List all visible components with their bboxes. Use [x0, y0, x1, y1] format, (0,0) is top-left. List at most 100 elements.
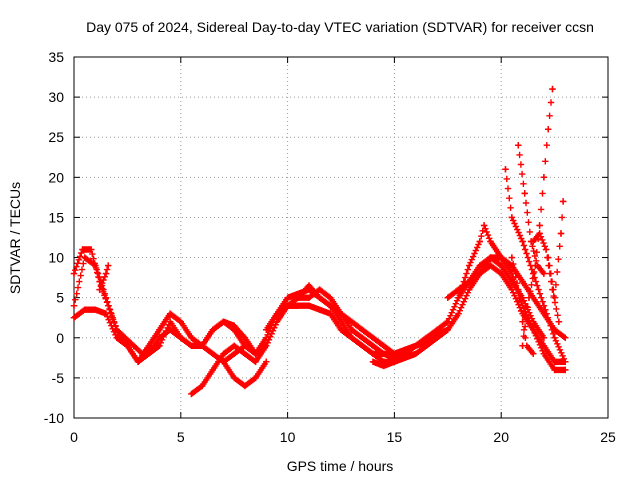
data-point — [273, 310, 281, 317]
data-point — [542, 246, 550, 253]
data-point — [465, 262, 473, 269]
y-tick-label: 20 — [48, 169, 64, 185]
x-tick-label: 20 — [493, 429, 509, 445]
y-axis-label: SDTVAR / TECUs — [7, 182, 23, 294]
data-point — [551, 366, 558, 374]
y-tick-label: 10 — [48, 250, 64, 266]
data-point — [337, 326, 345, 333]
series-track-14 — [502, 166, 569, 366]
data-point — [198, 382, 206, 390]
data-point — [102, 270, 110, 277]
data-point — [241, 382, 249, 390]
data-point — [316, 306, 323, 313]
x-tick-label: 5 — [177, 429, 185, 445]
data-point — [305, 294, 313, 301]
data-point — [444, 294, 451, 301]
data-point — [401, 346, 409, 354]
y-tick-label: 5 — [56, 290, 64, 306]
data-point — [96, 286, 103, 293]
data-point — [525, 294, 533, 301]
data-point — [252, 374, 259, 382]
data-point — [113, 334, 120, 341]
data-point — [515, 286, 522, 293]
data-point — [198, 342, 206, 349]
data-point — [555, 318, 563, 325]
data-point — [177, 318, 184, 325]
data-point — [412, 342, 419, 349]
data-point — [327, 302, 334, 309]
data-point — [156, 342, 163, 349]
data-point — [104, 262, 112, 269]
data-point — [241, 334, 249, 341]
data-point — [337, 310, 345, 317]
series-track-19 — [530, 230, 563, 325]
data-point — [327, 294, 334, 301]
data-point — [487, 238, 494, 245]
data-point — [455, 294, 462, 301]
data-point — [465, 278, 473, 285]
data-point — [519, 238, 526, 245]
y-tick-label: 30 — [48, 89, 64, 105]
data-point — [380, 362, 387, 370]
data-point — [412, 350, 419, 358]
series-track-3 — [70, 306, 206, 366]
data-point — [369, 358, 377, 366]
data-point — [532, 262, 539, 269]
data-point — [156, 326, 163, 333]
data-point — [145, 350, 152, 358]
series-track-12 — [455, 222, 569, 366]
data-point — [549, 85, 556, 93]
data-point — [498, 270, 505, 277]
data-point — [530, 238, 537, 245]
data-point — [263, 358, 270, 366]
data-point — [519, 342, 526, 349]
data-point — [562, 358, 569, 366]
data-point — [166, 310, 174, 317]
data-point — [241, 350, 249, 358]
data-point — [540, 270, 548, 277]
data-point — [220, 350, 227, 358]
series-track-10 — [295, 254, 548, 358]
x-tick-label: 10 — [280, 429, 296, 445]
data-point — [177, 334, 184, 341]
data-point — [102, 310, 110, 317]
series-track-4 — [96, 262, 112, 293]
data-point — [188, 342, 195, 349]
data-point — [156, 334, 163, 341]
series-track-17 — [519, 85, 556, 349]
data-point — [81, 254, 88, 261]
data-point — [70, 302, 78, 309]
data-point — [316, 294, 323, 301]
data-point — [380, 342, 387, 349]
data-point — [166, 326, 174, 333]
data-point — [487, 262, 494, 269]
series-track-15 — [508, 254, 537, 358]
data-point — [380, 350, 387, 358]
data-point — [540, 342, 548, 349]
data-point — [476, 238, 484, 245]
data-point — [536, 230, 543, 237]
data-point — [252, 350, 259, 358]
data-point — [519, 278, 526, 285]
y-tick-label: -5 — [52, 370, 65, 386]
data-point — [551, 334, 558, 341]
data-point — [540, 174, 548, 181]
data-point — [209, 366, 217, 374]
data-point — [231, 374, 238, 382]
data-point — [70, 314, 78, 321]
plot-frame — [73, 56, 609, 419]
data-point — [530, 326, 537, 333]
series-marker-path — [70, 306, 206, 365]
series-marker-path — [455, 222, 569, 365]
axis-ticks: 0 5 10 15 20 25 -10 -5 0 5 10 15 20 25 30 35 — [44, 49, 616, 445]
data-point — [122, 334, 129, 341]
data-point — [130, 342, 138, 349]
data-point — [455, 310, 462, 317]
data-point — [305, 282, 313, 289]
data-point — [81, 306, 88, 313]
data-point — [305, 302, 313, 309]
data-point — [551, 358, 558, 366]
data-point — [284, 302, 291, 309]
data-point — [359, 326, 366, 333]
data-point — [455, 286, 462, 293]
